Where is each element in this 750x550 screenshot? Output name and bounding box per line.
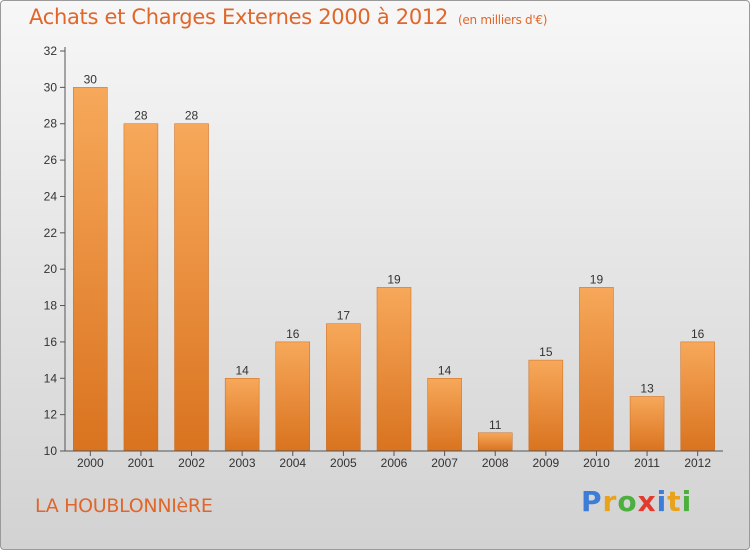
bar-2003[interactable] — [224, 378, 260, 452]
bar-2011[interactable] — [629, 396, 665, 452]
y-tick-label: 24 — [44, 189, 58, 203]
y-tick-label: 22 — [44, 226, 58, 240]
logo-letter: i — [681, 485, 693, 518]
proxiti-logo[interactable]: Proxiti — [581, 485, 692, 518]
bar-value-label: 19 — [590, 272, 604, 286]
logo-letter: i — [656, 485, 668, 518]
x-tick-label: 2005 — [330, 456, 357, 470]
bar-2008[interactable] — [477, 432, 513, 452]
bar-value-label: 11 — [489, 418, 502, 432]
y-tick-label: 26 — [44, 153, 58, 167]
bar-value-label: 28 — [185, 109, 199, 123]
bar-value-label: 28 — [134, 109, 148, 123]
chart-subtitle: (en milliers d'€) — [458, 13, 548, 27]
bar-2000[interactable] — [73, 87, 108, 452]
bars: 30 28 28 14 16 17 19 14 11 15 19 13 16 — [73, 72, 715, 452]
logo-letter: x — [637, 485, 657, 518]
bar-2005[interactable] — [326, 323, 361, 452]
bar-2006[interactable] — [376, 287, 412, 452]
x-tick-label: 2000 — [77, 456, 104, 470]
bar-value-label: 14 — [235, 363, 249, 377]
bar-value-label: 13 — [640, 381, 654, 395]
bar-2004[interactable] — [275, 341, 311, 452]
commune-name: LA HOUBLONNIèRE — [35, 495, 213, 517]
y-tick-label: 12 — [44, 408, 58, 422]
x-axis: 2000 2001 2002 2003 2004 2005 2006 2007 2008 2009… — [65, 450, 723, 470]
y-tick-label: 14 — [44, 371, 58, 385]
logo-letter: P — [581, 485, 603, 518]
bar-2012[interactable] — [680, 341, 715, 452]
x-tick-label: 2008 — [482, 456, 509, 470]
x-tick-label: 2003 — [229, 456, 256, 470]
bar-value-label: 19 — [387, 272, 401, 286]
logo-letter: r — [602, 485, 618, 518]
x-tick-label: 2009 — [532, 456, 559, 470]
bar-value-label: 17 — [337, 309, 351, 323]
y-tick-label: 16 — [44, 335, 58, 349]
x-tick-label: 2010 — [583, 456, 610, 470]
y-tick-label: 30 — [44, 80, 58, 94]
bar-2007[interactable] — [427, 378, 462, 452]
bar-2010[interactable] — [579, 287, 614, 452]
bar-value-label: 16 — [691, 327, 705, 341]
x-tick-label: 2006 — [381, 456, 408, 470]
bar-value-label: 14 — [438, 363, 452, 377]
chart-title-text: Achats et Charges Externes 2000 à 2012 — [29, 5, 449, 29]
bar-2002[interactable] — [174, 123, 209, 452]
logo-letter: t — [667, 485, 682, 518]
bar-2001[interactable] — [123, 123, 159, 452]
y-tick-label: 18 — [44, 299, 58, 313]
y-tick-label: 32 — [44, 44, 58, 58]
y-tick-label: 20 — [44, 262, 58, 276]
x-tick-label: 2011 — [634, 456, 660, 470]
x-tick-label: 2004 — [279, 456, 306, 470]
x-tick-label: 2001 — [128, 456, 155, 470]
y-axis: 10 12 14 16 18 20 22 24 26 28 30 32 — [44, 44, 66, 458]
y-tick-label: 28 — [44, 117, 58, 131]
bar-value-label: 15 — [539, 345, 553, 359]
bar-value-label: 16 — [286, 327, 300, 341]
x-tick-label: 2007 — [431, 456, 458, 470]
y-tick-label: 10 — [44, 444, 58, 458]
bar-2009[interactable] — [528, 359, 564, 452]
logo-letter: o — [617, 485, 638, 518]
bar-value-label: 30 — [84, 72, 98, 86]
x-tick-label: 2012 — [684, 456, 711, 470]
chart-title: Achats et Charges Externes 2000 à 2012 (e… — [29, 5, 547, 29]
x-tick-label: 2002 — [178, 456, 205, 470]
